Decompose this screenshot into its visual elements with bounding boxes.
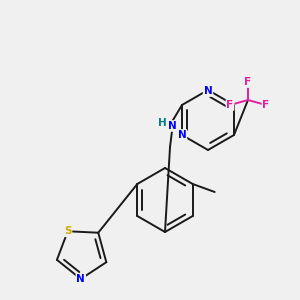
Text: F: F (244, 77, 251, 87)
Text: N: N (76, 274, 85, 284)
Text: N: N (178, 130, 186, 140)
Text: F: F (226, 100, 233, 110)
Text: N: N (204, 86, 212, 96)
Text: F: F (262, 100, 269, 110)
Text: N: N (168, 121, 176, 131)
Text: S: S (64, 226, 71, 236)
Text: H: H (158, 118, 166, 128)
